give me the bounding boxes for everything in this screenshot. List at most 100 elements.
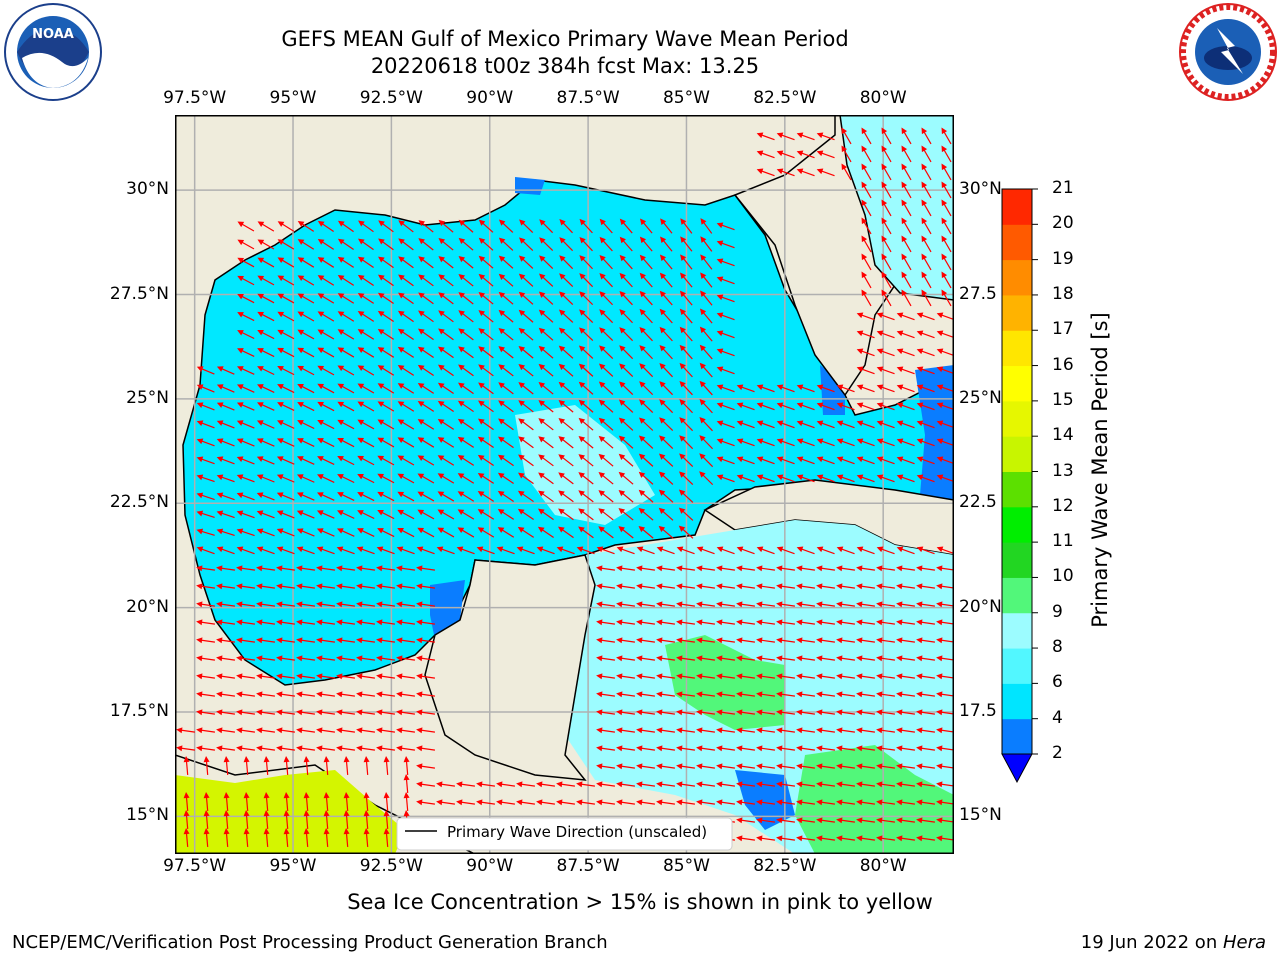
wave-arrow <box>736 709 756 716</box>
wave-arrow <box>679 344 693 360</box>
wave-arrow <box>936 763 954 770</box>
wave-arrow <box>796 402 815 411</box>
wave-arrow <box>579 237 593 252</box>
wave-arrow <box>680 272 693 288</box>
wave-arrow <box>236 691 256 698</box>
wave-arrow <box>396 673 416 680</box>
wave-arrow <box>816 546 835 555</box>
wave-arrow <box>337 347 355 358</box>
wave-arrow <box>518 273 534 287</box>
wave-arrow <box>716 799 736 806</box>
wave-arrow <box>437 364 454 377</box>
wave-arrow <box>659 435 674 449</box>
wave-arrow <box>776 565 796 572</box>
wave-arrow <box>357 292 375 304</box>
wave-arrow <box>356 655 376 662</box>
wave-arrow <box>716 655 736 662</box>
wave-arrow <box>336 528 355 537</box>
wave-arrow <box>517 508 534 520</box>
wave-arrow <box>337 437 355 448</box>
lat-label-right: 27.5 <box>959 283 997 304</box>
wave-arrow <box>636 673 656 680</box>
wave-arrow <box>216 420 235 429</box>
wave-arrow <box>363 792 370 812</box>
wave-arrow <box>236 402 255 411</box>
wave-arrow <box>357 528 375 537</box>
wave-arrow <box>816 168 835 177</box>
wave-arrow <box>896 673 916 680</box>
lat-label-left: 27.5°N <box>109 283 169 304</box>
wave-arrow <box>196 655 216 662</box>
wave-arrow <box>196 673 216 680</box>
wave-arrow <box>836 583 856 590</box>
wave-arrow <box>236 727 256 734</box>
wave-arrow <box>616 709 636 716</box>
wave-arrow <box>936 673 954 680</box>
wave-arrow <box>276 673 296 680</box>
wave-arrow <box>736 763 756 770</box>
wave-arrow <box>183 828 190 848</box>
wave-arrow <box>816 835 836 842</box>
wave-arrow <box>756 168 775 177</box>
wave-arrow <box>836 781 856 788</box>
wave-arrow <box>336 583 356 590</box>
wave-arrow <box>639 399 654 413</box>
wave-arrow <box>296 528 315 537</box>
wave-arrow <box>599 345 614 359</box>
wave-arrow <box>921 199 932 217</box>
wave-arrow <box>876 835 896 842</box>
wave-arrow <box>736 420 755 429</box>
wave-arrow <box>896 655 916 662</box>
wave-arrow <box>538 508 554 521</box>
wave-arrow <box>578 381 594 395</box>
wave-arrow <box>356 637 376 644</box>
wave-arrow <box>941 253 952 271</box>
wave-arrow <box>518 400 534 413</box>
wave-arrow <box>216 402 235 411</box>
wave-arrow <box>656 709 676 716</box>
wave-arrow <box>377 292 394 305</box>
wave-arrow <box>796 438 815 447</box>
wave-arrow <box>437 473 455 484</box>
wave-arrow <box>598 472 614 485</box>
wave-arrow <box>936 474 954 483</box>
lon-label-bottom: 87.5°W <box>556 856 620 876</box>
wave-arrow <box>357 347 375 358</box>
wave-arrow <box>237 257 255 268</box>
wave-arrow <box>756 655 776 662</box>
wave-arrow <box>876 817 896 824</box>
wave-arrow <box>237 330 255 340</box>
wave-arrow <box>356 619 376 626</box>
wave-arrow <box>841 145 852 163</box>
wave-arrow <box>478 346 494 359</box>
wave-arrow <box>639 327 653 342</box>
wave-arrow <box>736 745 756 752</box>
lat-label-left: 20°N <box>126 596 169 617</box>
coastal-dark-patch <box>515 177 545 195</box>
colorbar-tick-label: 12 <box>1052 495 1074 516</box>
wave-arrow <box>679 362 693 378</box>
wave-arrow <box>756 384 775 393</box>
wave-arrow <box>896 474 915 483</box>
wave-arrow <box>776 817 796 824</box>
wave-arrow <box>276 727 296 734</box>
wave-arrow <box>699 326 713 342</box>
wave-arrow <box>176 727 196 734</box>
wave-arrow <box>216 745 236 752</box>
wave-arrow <box>297 239 315 250</box>
wave-arrow <box>776 438 795 447</box>
wave-arrow <box>236 673 256 680</box>
wave-arrow <box>256 510 275 519</box>
wave-arrow <box>656 763 676 770</box>
wave-arrow <box>876 546 895 555</box>
wave-arrow <box>776 168 795 177</box>
wave-arrow <box>496 546 515 555</box>
wave-arrow <box>237 366 255 375</box>
wave-arrow <box>921 235 932 253</box>
wave-arrow <box>436 799 456 806</box>
wave-arrow <box>437 491 455 502</box>
wave-arrow <box>396 655 416 662</box>
wave-arrow <box>656 799 676 806</box>
wave-arrow <box>836 709 856 716</box>
wave-arrow <box>881 145 892 163</box>
